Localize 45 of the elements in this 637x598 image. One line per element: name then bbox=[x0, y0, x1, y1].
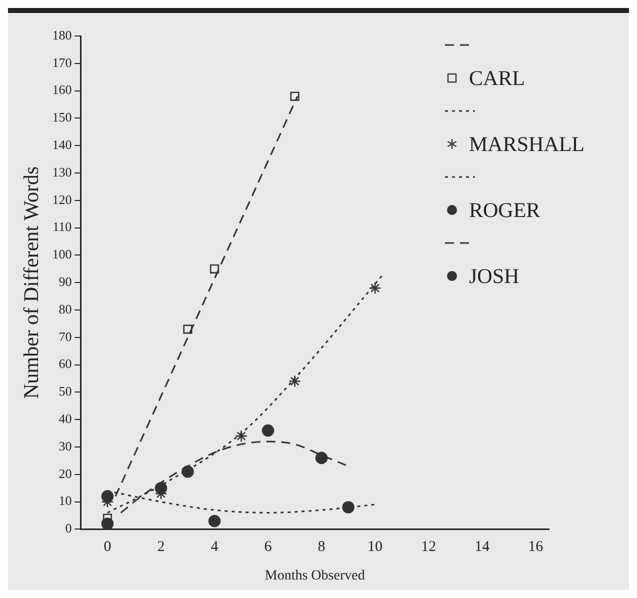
legend-label: CARL bbox=[469, 66, 526, 90]
x-tick-label: 8 bbox=[318, 539, 326, 556]
point bbox=[315, 452, 328, 464]
y-tick-label: 120 bbox=[52, 192, 72, 207]
y-tick-label: 60 bbox=[58, 356, 72, 372]
y-tick-label: 90 bbox=[58, 274, 72, 290]
y-tick-label: 130 bbox=[52, 164, 72, 180]
x-tick-label: 2 bbox=[157, 539, 165, 556]
y-tick-label: 180 bbox=[52, 27, 72, 42]
y-tick-label: 30 bbox=[58, 438, 72, 454]
x-tick-label: 14 bbox=[474, 539, 490, 556]
y-tick-label: 170 bbox=[52, 54, 72, 70]
point bbox=[208, 514, 221, 528]
x-axis-title: Months Observed bbox=[264, 568, 365, 584]
legend-label: MARSHALL bbox=[469, 132, 585, 156]
x-tick-label: 6 bbox=[264, 539, 272, 556]
y-tick-label: 40 bbox=[58, 411, 72, 426]
y-tick-label: 100 bbox=[52, 246, 72, 262]
y-tick-label: 150 bbox=[52, 110, 72, 125]
point bbox=[182, 466, 194, 478]
x-tick-label: 0 bbox=[104, 539, 112, 556]
y-tick-label: 140 bbox=[52, 137, 72, 152]
point bbox=[235, 430, 248, 442]
y-tick-label: 20 bbox=[58, 466, 72, 481]
point bbox=[183, 324, 192, 334]
x-tick-label: 16 bbox=[528, 539, 544, 556]
point bbox=[288, 375, 301, 388]
y-tick-label: 0 bbox=[65, 520, 72, 536]
y-tick-label: 70 bbox=[58, 328, 72, 344]
x-tick-label: 12 bbox=[421, 539, 436, 556]
y-tick-label: 160 bbox=[52, 82, 72, 98]
legend-label: JOSH bbox=[469, 264, 520, 288]
point bbox=[262, 424, 274, 437]
y-tick-label: 10 bbox=[58, 493, 72, 508]
x-tick-label: 10 bbox=[368, 539, 383, 556]
point bbox=[368, 282, 382, 294]
y-tick-label: 80 bbox=[58, 301, 72, 316]
y-tick-label: 110 bbox=[52, 219, 72, 234]
x-tick-label: 4 bbox=[210, 539, 219, 556]
y-axis-title: Number of Different Words bbox=[19, 166, 44, 399]
point bbox=[210, 264, 220, 274]
point bbox=[342, 501, 354, 514]
legend-label: ROGER bbox=[469, 198, 540, 222]
point bbox=[290, 92, 300, 101]
y-tick-label: 50 bbox=[58, 384, 72, 399]
